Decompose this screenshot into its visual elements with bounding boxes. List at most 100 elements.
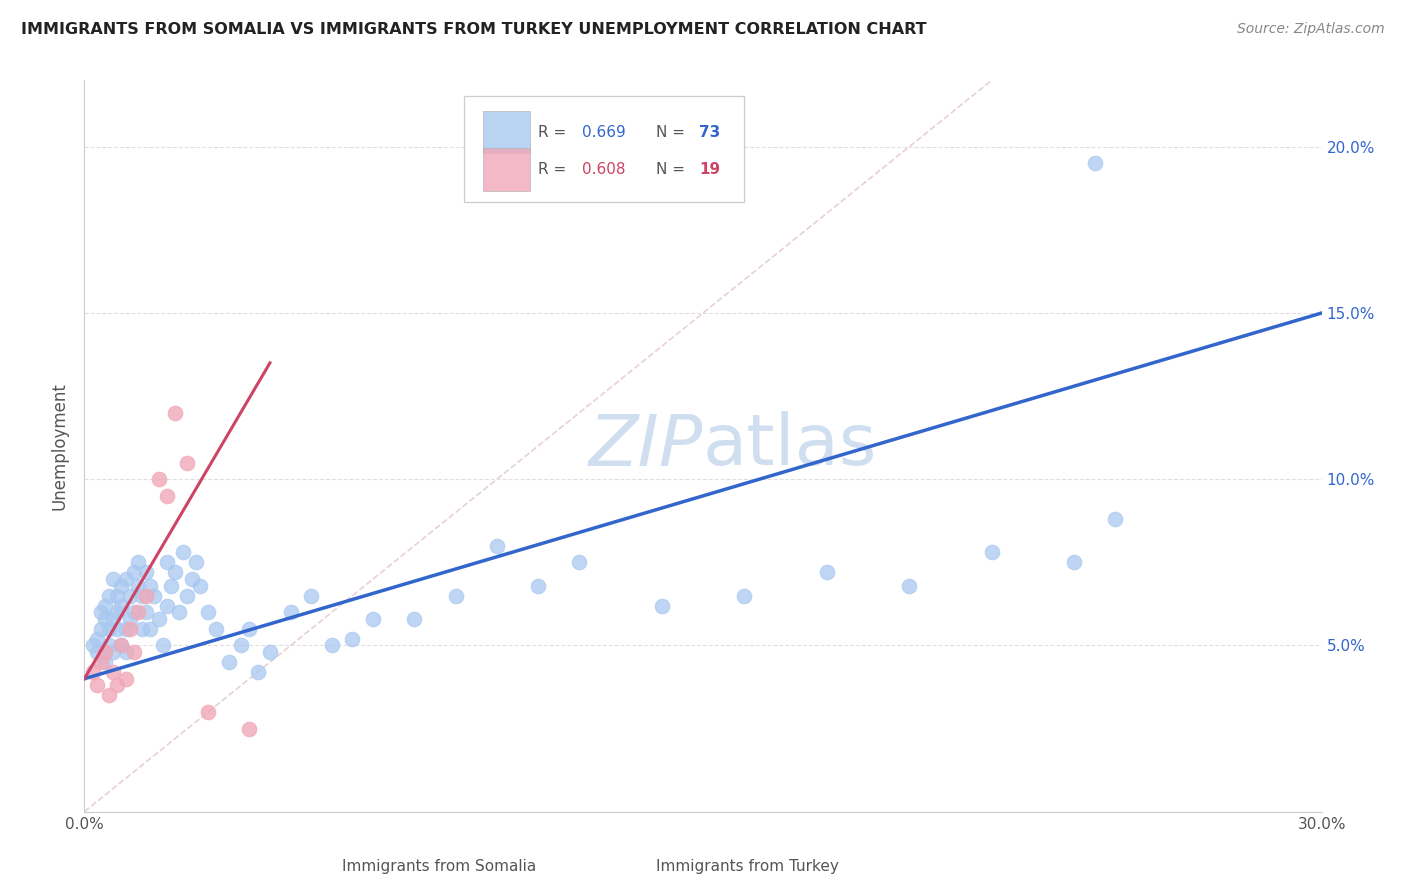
Point	[103, 612, 125, 626]
Point	[139, 622, 162, 636]
Point	[103, 645, 125, 659]
Point	[156, 599, 179, 613]
Point	[94, 655, 117, 669]
Point	[148, 612, 170, 626]
Point	[1063, 555, 1085, 569]
Point	[110, 579, 132, 593]
Point	[148, 472, 170, 486]
Point	[114, 622, 136, 636]
Text: ZIP: ZIP	[589, 411, 703, 481]
Point	[898, 579, 921, 593]
Text: Source: ZipAtlas.com: Source: ZipAtlas.com	[1237, 22, 1385, 37]
Point	[165, 406, 187, 420]
Point	[259, 645, 281, 659]
FancyBboxPatch shape	[464, 96, 744, 202]
Point	[527, 579, 550, 593]
Point	[122, 566, 145, 580]
Point	[167, 605, 190, 619]
Point	[94, 612, 117, 626]
Point	[86, 632, 108, 646]
Text: R =: R =	[538, 125, 572, 140]
Point	[197, 605, 219, 619]
Point	[815, 566, 838, 580]
Point	[143, 589, 166, 603]
FancyBboxPatch shape	[482, 148, 530, 191]
Point	[176, 456, 198, 470]
Point	[90, 655, 112, 669]
Point	[172, 545, 194, 559]
FancyBboxPatch shape	[842, 850, 880, 883]
Point	[180, 572, 202, 586]
Point	[90, 622, 112, 636]
Point	[176, 589, 198, 603]
Point	[156, 555, 179, 569]
Point	[184, 555, 207, 569]
Point	[98, 622, 121, 636]
Point	[485, 539, 508, 553]
Point	[127, 605, 149, 619]
Point	[103, 572, 125, 586]
Point	[118, 612, 141, 626]
Point	[165, 566, 187, 580]
FancyBboxPatch shape	[482, 111, 530, 153]
Point	[404, 612, 426, 626]
Point	[188, 579, 211, 593]
Point	[139, 579, 162, 593]
Text: 19: 19	[699, 162, 720, 178]
Point	[86, 678, 108, 692]
Point	[280, 605, 302, 619]
Point	[114, 572, 136, 586]
Text: Immigrants from Somalia: Immigrants from Somalia	[342, 859, 536, 874]
Y-axis label: Unemployment: Unemployment	[51, 382, 69, 510]
Point	[110, 599, 132, 613]
Text: 0.669: 0.669	[582, 125, 626, 140]
Point	[110, 639, 132, 653]
Point	[114, 672, 136, 686]
Point	[105, 622, 128, 636]
Point	[131, 622, 153, 636]
Point	[118, 589, 141, 603]
Point	[105, 589, 128, 603]
Text: 0.608: 0.608	[582, 162, 626, 178]
Point	[94, 645, 117, 659]
Point	[299, 589, 322, 603]
Point	[238, 622, 260, 636]
Point	[361, 612, 384, 626]
Point	[218, 655, 240, 669]
Point	[135, 566, 157, 580]
Point	[156, 489, 179, 503]
Point	[98, 689, 121, 703]
Point	[229, 639, 252, 653]
Point	[103, 665, 125, 679]
Point	[98, 589, 121, 603]
Point	[114, 645, 136, 659]
Text: atlas: atlas	[703, 411, 877, 481]
Point	[86, 645, 108, 659]
Point	[321, 639, 343, 653]
Point	[135, 605, 157, 619]
Point	[568, 555, 591, 569]
Point	[110, 639, 132, 653]
Point	[90, 605, 112, 619]
Point	[197, 705, 219, 719]
Text: N =: N =	[657, 125, 690, 140]
Point	[131, 589, 153, 603]
Point	[651, 599, 673, 613]
Point	[733, 589, 755, 603]
Point	[135, 589, 157, 603]
Point	[118, 622, 141, 636]
Point	[238, 722, 260, 736]
Point	[98, 639, 121, 653]
Text: Immigrants from Turkey: Immigrants from Turkey	[657, 859, 839, 874]
Point	[160, 579, 183, 593]
Text: 73: 73	[699, 125, 720, 140]
Point	[82, 639, 104, 653]
Point	[1084, 156, 1107, 170]
Point	[246, 665, 269, 679]
Point	[105, 605, 128, 619]
Point	[342, 632, 364, 646]
FancyBboxPatch shape	[538, 850, 576, 883]
Text: N =: N =	[657, 162, 690, 178]
Point	[82, 665, 104, 679]
Point	[94, 599, 117, 613]
